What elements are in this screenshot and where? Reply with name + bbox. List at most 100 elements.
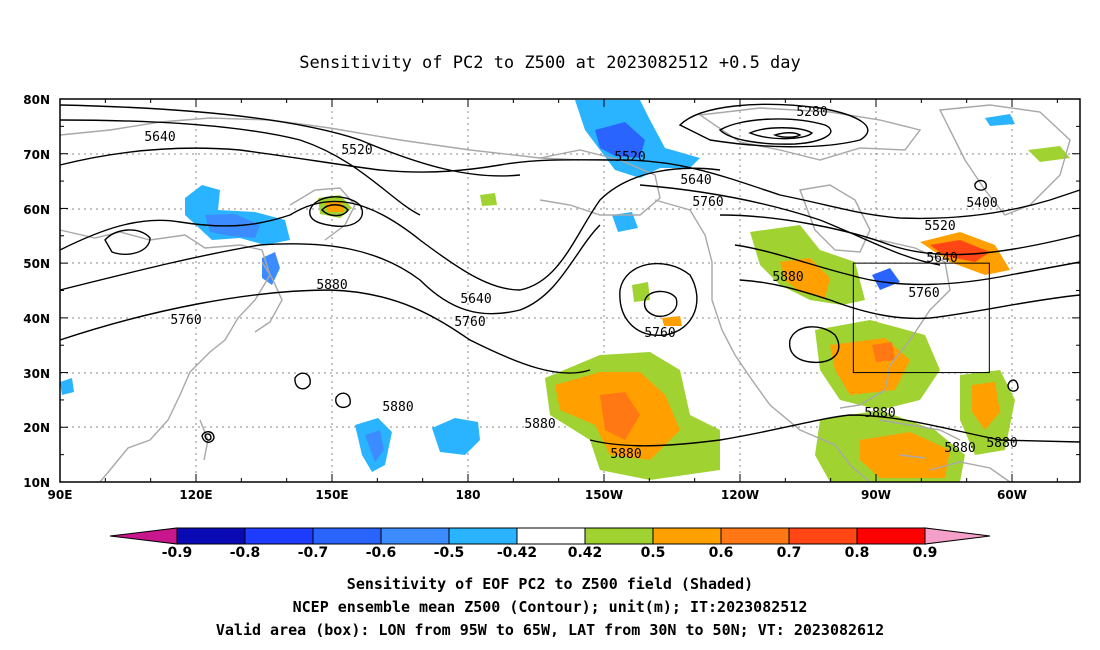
chart-title: Sensitivity of PC2 to Z500 at 2023082512… bbox=[299, 53, 801, 73]
lon-axis: 90E 120E 150E 180 150W 120W 90W 60W bbox=[48, 488, 1027, 502]
coastline-south-america bbox=[929, 461, 1011, 483]
contour-greenland-small bbox=[974, 179, 987, 191]
contour-label: 5640 bbox=[680, 173, 711, 188]
contour-cutoff-low-2 bbox=[643, 290, 678, 317]
shade-negative-arctic bbox=[985, 114, 1015, 126]
contour-labels: 5280 5400 5520 5520 5520 5640 5640 5640 … bbox=[144, 105, 1017, 462]
contour-5640-east bbox=[719, 214, 1081, 256]
z500-contours bbox=[59, 103, 1081, 447]
caption: Sensitivity of EOF PC2 to Z500 field (Sh… bbox=[216, 575, 884, 639]
lon-tick-label: 150W bbox=[585, 488, 623, 502]
contour-5880-south bbox=[589, 414, 1081, 447]
coastline-japan bbox=[254, 261, 283, 333]
sensitivity-shading bbox=[60, 100, 1070, 482]
contour-label: 5760 bbox=[908, 286, 939, 301]
contour-pacific-small-4 bbox=[204, 433, 212, 441]
colorbar-tick-label: 0.8 bbox=[845, 545, 870, 561]
contour-pacific-small-2 bbox=[335, 392, 351, 409]
shade-negative-atlantic bbox=[60, 378, 74, 395]
coastlines bbox=[59, 104, 1071, 483]
colorbar-swatch bbox=[788, 527, 858, 545]
colorbar-tick-label: -0.7 bbox=[298, 545, 329, 561]
lat-tick-label: 80N bbox=[23, 93, 50, 107]
lon-tick-label: 120E bbox=[179, 488, 212, 502]
contour-label: 5880 bbox=[524, 417, 555, 432]
shade-negative-goa bbox=[612, 212, 638, 232]
colorbar-swatch bbox=[516, 527, 586, 545]
shade-negative-bering-core bbox=[595, 122, 645, 158]
contour-label: 5880 bbox=[772, 270, 803, 285]
shade-positive-atlantic-core bbox=[972, 382, 1000, 430]
coastline-north-america-east bbox=[839, 239, 951, 409]
colorbar-tick-label: -0.9 bbox=[162, 545, 193, 561]
lat-tick-label: 60N bbox=[23, 203, 50, 217]
coastline-hudson bbox=[799, 184, 871, 253]
contour-pacific-small-3 bbox=[201, 431, 215, 443]
shade-positive-mexico-red bbox=[600, 392, 640, 440]
contour-atlantic-small bbox=[1007, 379, 1019, 392]
contour-label: 5520 bbox=[341, 143, 372, 158]
caption-line: Valid area (box): LON from 95W to 65W, L… bbox=[216, 621, 884, 639]
shade-negative-japan bbox=[262, 252, 280, 285]
contour-label: 5880 bbox=[610, 447, 641, 462]
contour-low-polar-3 bbox=[748, 127, 814, 140]
colorbar-swatch bbox=[380, 527, 450, 545]
contour-pacific-small-1 bbox=[294, 372, 311, 390]
coastline-east-asia bbox=[59, 229, 271, 483]
colorbar-tick-label: 0.6 bbox=[709, 545, 734, 561]
contour-low-polar-2 bbox=[718, 118, 832, 145]
caption-line: Sensitivity of EOF PC2 to Z500 field (Sh… bbox=[347, 575, 753, 593]
shade-positive-okhotsk-core bbox=[325, 202, 344, 212]
tick-marks bbox=[59, 98, 1080, 483]
lat-axis: 80N 70N 60N 50N 40N 30N 20N 10N bbox=[23, 93, 50, 490]
colorbar-swatch bbox=[176, 527, 246, 545]
shade-negative-pacific-1-core bbox=[365, 430, 384, 462]
contour-label: 5880 bbox=[316, 278, 347, 293]
contour-5520-north bbox=[59, 147, 1081, 220]
colorbar-tick-label: 0.7 bbox=[777, 545, 802, 561]
contour-5880-west bbox=[59, 289, 591, 374]
valid-area-box bbox=[852, 262, 990, 374]
contour-5520-upper bbox=[59, 104, 521, 177]
contour-label: 5880 bbox=[986, 436, 1017, 451]
colorbar-arrow-high bbox=[924, 527, 991, 545]
shade-positive-cane-lower bbox=[632, 282, 650, 302]
contour-label: 5520 bbox=[614, 150, 645, 165]
contour-5640-mid bbox=[59, 119, 421, 216]
shade-negative-greatlakes bbox=[872, 268, 900, 290]
coastline-caribbean bbox=[879, 419, 961, 459]
caption-line: NCEP ensemble mean Z500 (Contour); unit(… bbox=[293, 598, 808, 616]
colorbar-tick-label: -0.6 bbox=[366, 545, 397, 561]
lat-tick-label: 30N bbox=[23, 367, 50, 381]
lat-tick-label: 70N bbox=[23, 148, 50, 162]
colorbar-labels: -0.9 -0.8 -0.7 -0.6 -0.5 -0.42 0.42 0.5 … bbox=[162, 545, 938, 561]
shade-positive-greenland bbox=[1028, 146, 1070, 162]
colorbar-tick-label: 0.9 bbox=[913, 545, 938, 561]
contour-5640-west bbox=[59, 167, 721, 291]
contour-label: 5520 bbox=[924, 219, 955, 234]
lon-tick-label: 60W bbox=[997, 488, 1027, 502]
contour-label: 5760 bbox=[170, 313, 201, 328]
shade-negative-pacific-2 bbox=[432, 418, 480, 455]
lat-tick-label: 50N bbox=[23, 257, 50, 271]
contour-label: 5280 bbox=[796, 105, 827, 120]
shade-positive-us-east-red bbox=[872, 342, 895, 362]
contour-5760-upper-right bbox=[639, 184, 941, 266]
contour-label: 5760 bbox=[692, 195, 723, 210]
contour-label: 5400 bbox=[966, 196, 997, 211]
lon-tick-label: 120W bbox=[721, 488, 759, 502]
colorbar-swatch bbox=[652, 527, 722, 545]
contour-5760-west bbox=[59, 224, 601, 315]
colorbar-tick-label: -0.5 bbox=[434, 545, 465, 561]
colorbar-swatch bbox=[584, 527, 654, 545]
lon-tick-label: 90E bbox=[48, 488, 73, 502]
contour-low-polar-4 bbox=[772, 132, 802, 138]
contour-label: 5640 bbox=[460, 292, 491, 307]
lon-tick-label: 180 bbox=[455, 488, 480, 502]
shade-positive-canada-core bbox=[780, 258, 830, 298]
contour-okhotsk-low bbox=[309, 196, 363, 227]
coastline-north-america-west bbox=[654, 199, 871, 483]
lat-tick-label: 40N bbox=[23, 312, 50, 326]
contour-label: 5760 bbox=[454, 315, 485, 330]
coastline-kamchatka bbox=[289, 187, 356, 241]
